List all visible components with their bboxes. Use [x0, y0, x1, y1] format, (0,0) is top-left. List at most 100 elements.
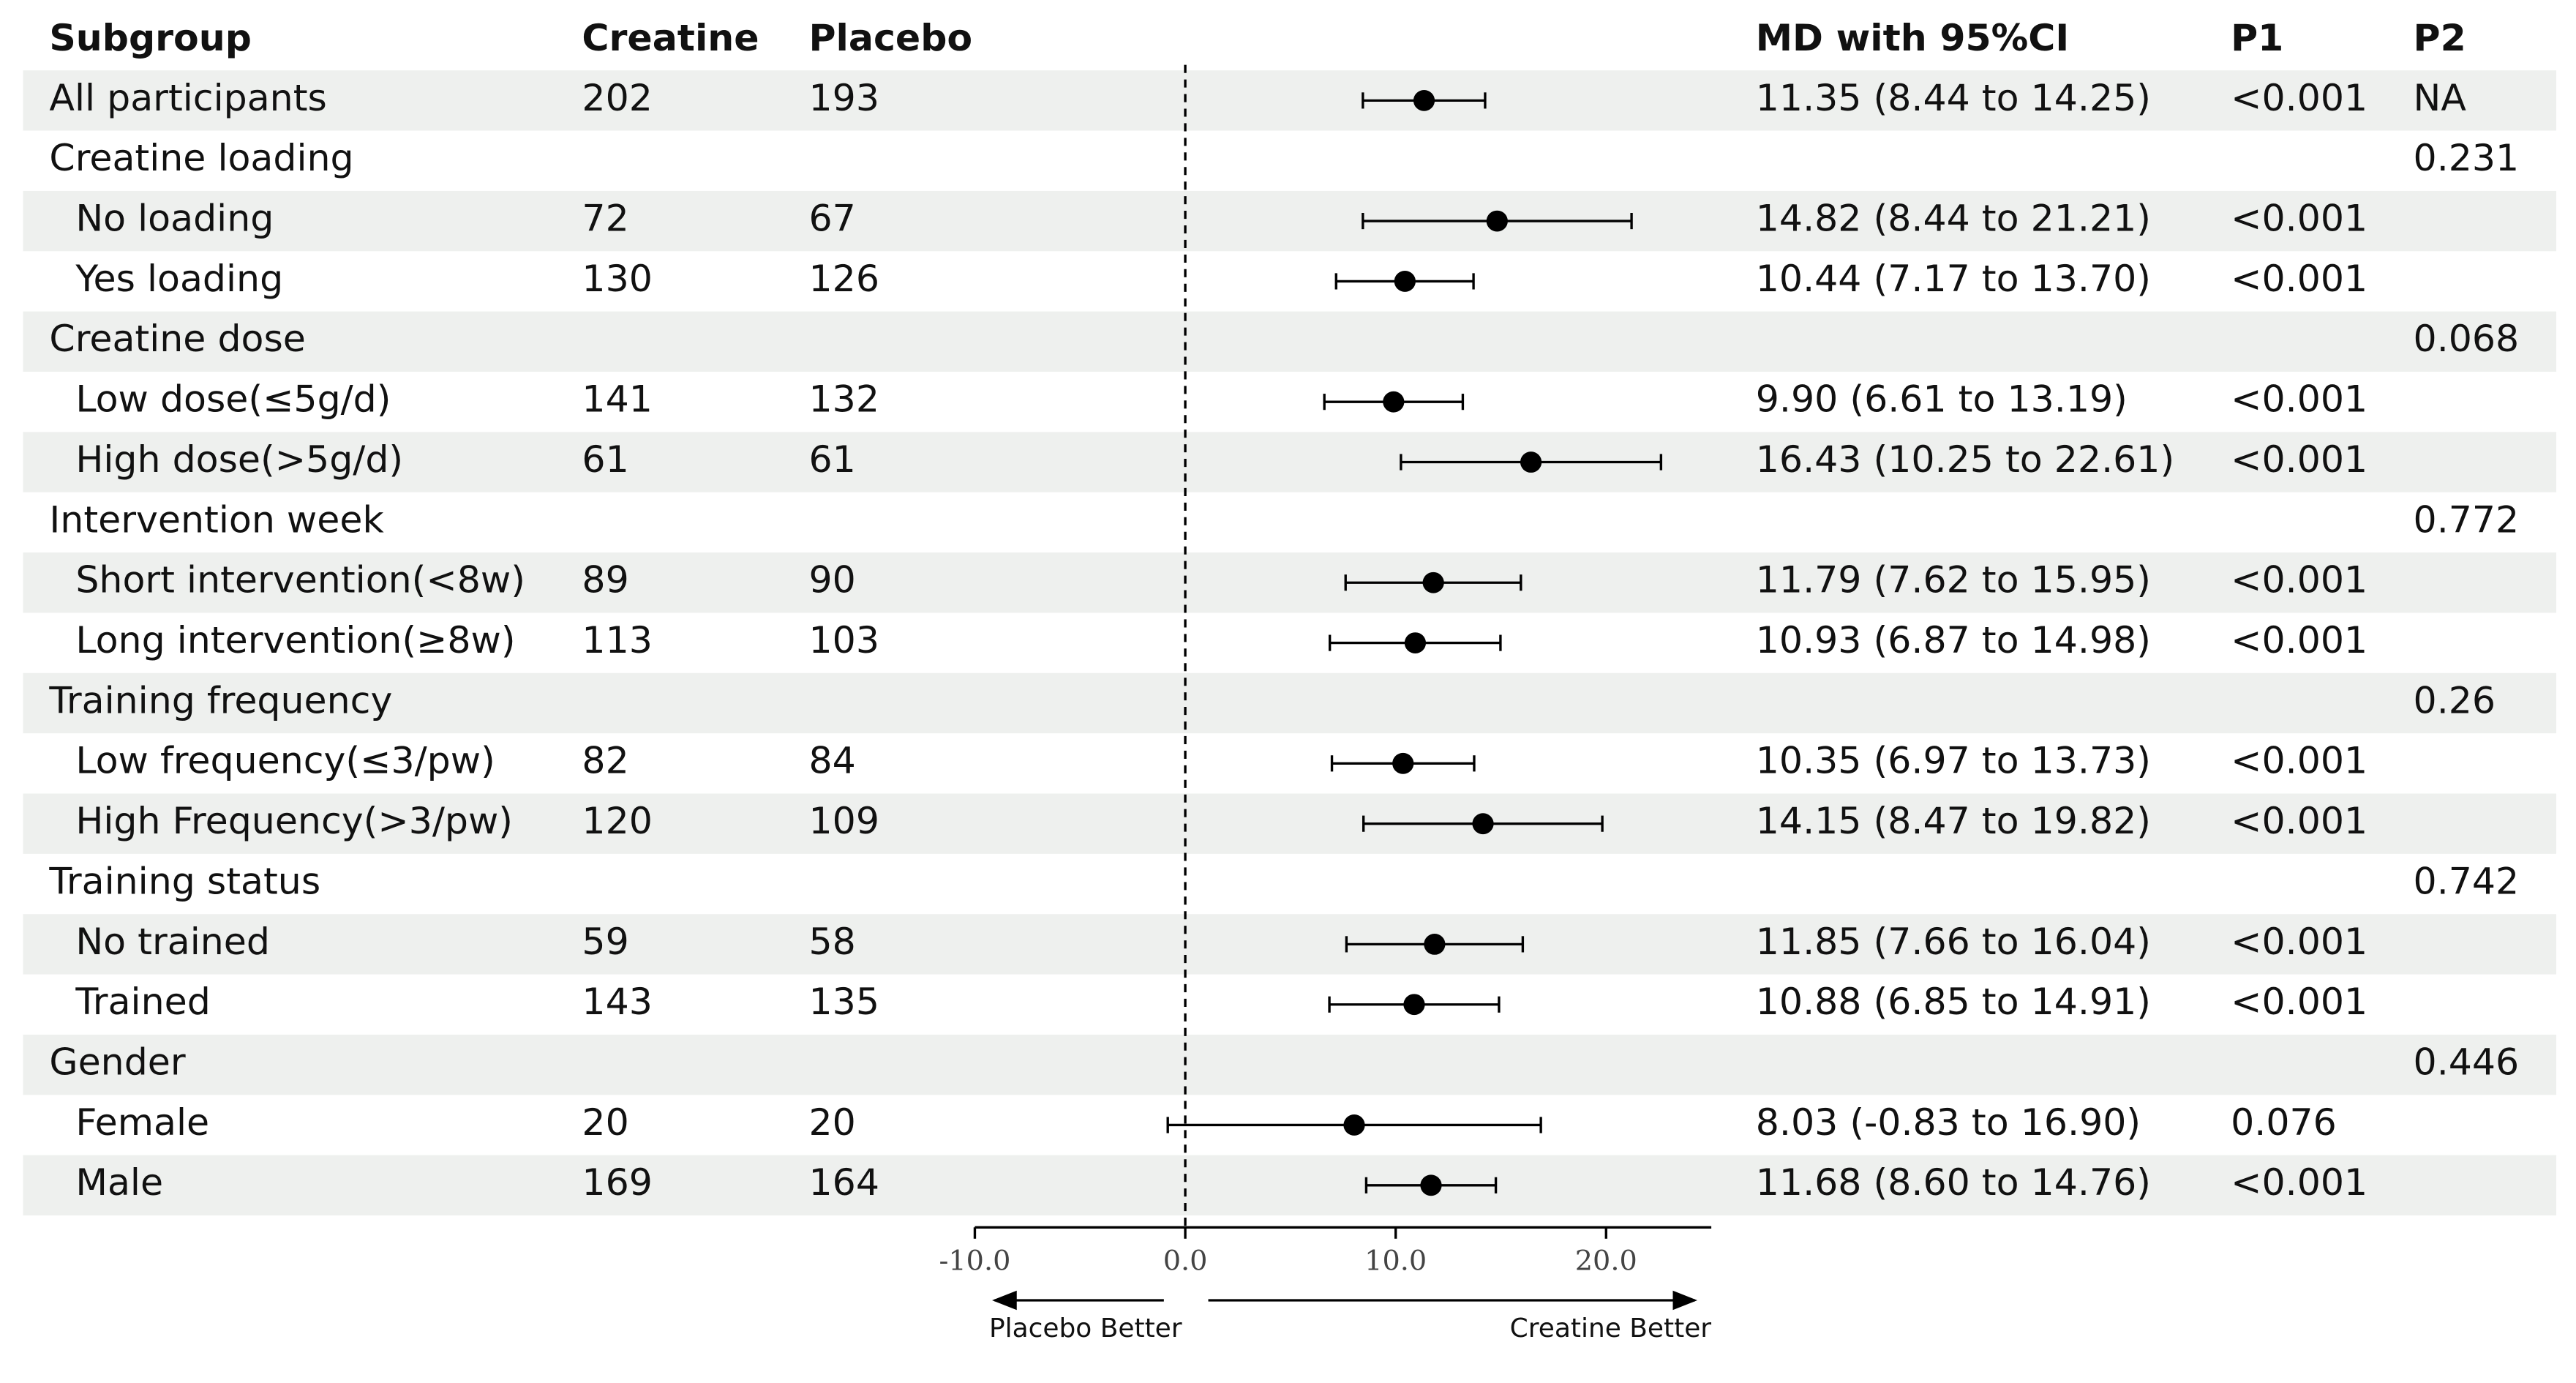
p1-value: <0.001 [2231, 618, 2367, 661]
point-estimate [1403, 994, 1425, 1016]
p2-value: 0.742 [2414, 860, 2520, 903]
placebo-n: 84 [809, 739, 856, 782]
point-estimate [1486, 210, 1508, 232]
p1-value: <0.001 [2231, 799, 2367, 842]
group-label: Gender [49, 1041, 186, 1084]
md-label: 14.82 (8.44 to 21.21) [1756, 197, 2151, 240]
md-label: 10.35 (6.97 to 13.73) [1756, 739, 2151, 782]
subgroup-label: High Frequency(>3/pw) [75, 799, 513, 842]
p1-value: <0.001 [2231, 558, 2367, 601]
placebo-n: 20 [809, 1101, 856, 1144]
column-header: Subgroup [49, 16, 252, 59]
group-label: Training frequency [48, 679, 392, 722]
creatine-n: 130 [582, 257, 652, 300]
point-estimate [1383, 391, 1405, 413]
point-estimate [1392, 752, 1414, 774]
creatine-n: 20 [582, 1101, 628, 1144]
md-label: 16.43 (10.25 to 22.61) [1756, 438, 2174, 481]
p2-value: 0.772 [2414, 498, 2520, 541]
md-label: 11.85 (7.66 to 16.04) [1756, 920, 2151, 963]
x-tick-label: -10.0 [939, 1245, 1010, 1277]
subgroup-label: Low frequency(≤3/pw) [75, 739, 495, 782]
p2-value: 0.068 [2414, 318, 2520, 361]
placebo-n: 135 [809, 980, 879, 1023]
subgroup-label: Long intervention(≥8w) [75, 618, 515, 661]
row-band [23, 432, 2557, 492]
p2-value: 0.231 [2414, 136, 2520, 179]
point-estimate [1404, 632, 1427, 653]
subgroup-label: No trained [75, 920, 270, 963]
point-estimate [1343, 1114, 1365, 1136]
row-band [23, 190, 2557, 252]
creatine-n: 61 [582, 438, 628, 481]
point-estimate [1394, 271, 1416, 292]
creatine-n: 143 [582, 980, 652, 1023]
md-label: 9.90 (6.61 to 13.19) [1756, 378, 2128, 421]
row-band [23, 672, 2557, 734]
placebo-n: 109 [809, 799, 879, 842]
creatine-n: 59 [582, 920, 628, 963]
creatine-n: 72 [582, 197, 628, 240]
p1-value: <0.001 [2231, 257, 2367, 300]
p2-value: 0.446 [2414, 1041, 2520, 1084]
group-label: Creatine dose [49, 318, 305, 361]
row-band [23, 793, 2557, 854]
p2-value: 0.26 [2414, 679, 2496, 722]
subgroup-label: All participants [49, 76, 326, 119]
subgroup-label: High dose(>5g/d) [75, 438, 403, 481]
left-label: Placebo Better [989, 1313, 1182, 1343]
column-header: P1 [2231, 16, 2283, 59]
x-tick-label: 10.0 [1364, 1245, 1427, 1277]
creatine-n: 82 [582, 739, 628, 782]
p1-value: <0.001 [2231, 378, 2367, 421]
x-tick-label: 20.0 [1575, 1245, 1637, 1277]
placebo-n: 58 [809, 920, 856, 963]
md-label: 10.44 (7.17 to 13.70) [1756, 257, 2151, 300]
p1-value: <0.001 [2231, 920, 2367, 963]
subgroup-label: Low dose(≤5g/d) [75, 378, 391, 421]
md-label: 11.68 (8.60 to 14.76) [1756, 1161, 2151, 1204]
placebo-n: 90 [809, 558, 856, 601]
row-band [23, 1155, 2557, 1215]
md-label: 11.35 (8.44 to 14.25) [1756, 76, 2151, 119]
md-label: 10.88 (6.85 to 14.91) [1756, 980, 2151, 1023]
p1-value: <0.001 [2231, 76, 2367, 119]
placebo-n: 103 [809, 618, 879, 661]
column-header: P2 [2414, 16, 2466, 59]
placebo-n: 193 [809, 76, 879, 119]
column-header: MD with 95%CI [1756, 16, 2069, 59]
point-estimate [1472, 813, 1494, 835]
p1-value: <0.001 [2231, 739, 2367, 782]
x-tick-label: 0.0 [1163, 1245, 1208, 1277]
creatine-n: 120 [582, 799, 652, 842]
md-label: 8.03 (-0.83 to 16.90) [1756, 1101, 2141, 1144]
subgroup-label: Female [75, 1101, 209, 1144]
row-band [23, 914, 2557, 975]
p2-value: NA [2414, 76, 2466, 119]
placebo-n: 132 [809, 378, 879, 421]
subgroup-label: Short intervention(<8w) [75, 558, 525, 601]
p1-value: <0.001 [2231, 197, 2367, 240]
md-label: 10.93 (6.87 to 14.98) [1756, 618, 2151, 661]
p1-value: <0.001 [2231, 980, 2367, 1023]
p1-value: 0.076 [2231, 1101, 2337, 1144]
placebo-n: 126 [809, 257, 879, 300]
subgroup-label: Male [75, 1161, 163, 1204]
point-estimate [1422, 571, 1444, 593]
right-label: Creatine Better [1510, 1313, 1712, 1343]
placebo-n: 67 [809, 197, 856, 240]
row-band [23, 311, 2557, 372]
row-band [23, 70, 2557, 131]
point-estimate [1420, 1174, 1442, 1196]
creatine-n: 113 [582, 618, 652, 661]
creatine-n: 169 [582, 1161, 652, 1204]
column-header: Creatine [582, 16, 759, 59]
point-estimate [1424, 933, 1446, 955]
row-band [23, 1034, 2557, 1095]
point-estimate [1413, 89, 1435, 111]
group-label: Training status [48, 860, 320, 903]
subgroup-label: No loading [75, 197, 274, 240]
subgroup-label: Trained [75, 980, 210, 1023]
md-label: 11.79 (7.62 to 15.95) [1756, 558, 2151, 601]
